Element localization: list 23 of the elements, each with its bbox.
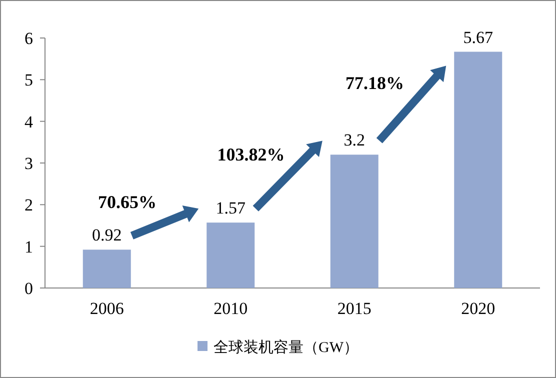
y-tick-label: 5 (24, 70, 33, 90)
x-tick-label: 2006 (90, 299, 124, 318)
x-tick-label: 2020 (461, 299, 496, 318)
bar (454, 52, 502, 288)
annotation: 103.82% (217, 144, 285, 165)
bar (330, 154, 378, 288)
y-tick-label: 4 (24, 112, 34, 132)
x-tick-label: 2010 (214, 299, 248, 318)
x-tick-label: 2015 (337, 299, 372, 318)
y-tick-label: 2 (24, 196, 33, 215)
data-label: 0.92 (92, 226, 122, 245)
annotation: 70.65% (98, 192, 156, 212)
bar (206, 222, 255, 288)
y-tick-label: 3 (24, 154, 33, 173)
data-label: 5.67 (463, 28, 494, 47)
data-label: 1.57 (216, 198, 246, 218)
y-tick-label: 0 (24, 279, 33, 298)
data-label: 3.2 (344, 130, 365, 150)
legend-label: 全球装机容量（GW） (214, 339, 358, 356)
y-tick-label: 1 (24, 237, 33, 256)
bar (82, 250, 131, 288)
annotation: 77.18% (346, 73, 404, 94)
y-tick-label: 6 (24, 29, 33, 48)
